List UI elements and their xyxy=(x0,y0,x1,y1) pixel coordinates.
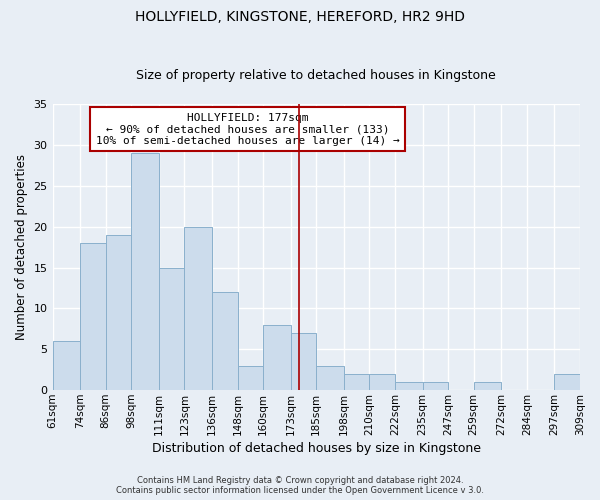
Bar xyxy=(159,268,184,390)
Bar xyxy=(184,226,212,390)
Bar xyxy=(395,382,422,390)
Text: HOLLYFIELD, KINGSTONE, HEREFORD, HR2 9HD: HOLLYFIELD, KINGSTONE, HEREFORD, HR2 9HD xyxy=(135,10,465,24)
Bar xyxy=(422,382,448,390)
Bar xyxy=(131,153,159,390)
Bar xyxy=(473,382,502,390)
X-axis label: Distribution of detached houses by size in Kingstone: Distribution of detached houses by size … xyxy=(152,442,481,455)
Bar xyxy=(263,324,291,390)
Text: HOLLYFIELD: 177sqm
← 90% of detached houses are smaller (133)
10% of semi-detach: HOLLYFIELD: 177sqm ← 90% of detached hou… xyxy=(96,112,400,146)
Title: Size of property relative to detached houses in Kingstone: Size of property relative to detached ho… xyxy=(136,69,496,82)
Bar xyxy=(212,292,238,390)
Bar xyxy=(53,341,80,390)
Bar xyxy=(106,235,131,390)
Bar xyxy=(370,374,395,390)
Bar xyxy=(80,243,106,390)
Bar xyxy=(554,374,580,390)
Bar xyxy=(238,366,263,390)
Y-axis label: Number of detached properties: Number of detached properties xyxy=(15,154,28,340)
Bar xyxy=(344,374,370,390)
Bar xyxy=(316,366,344,390)
Bar xyxy=(291,333,316,390)
Text: Contains HM Land Registry data © Crown copyright and database right 2024.
Contai: Contains HM Land Registry data © Crown c… xyxy=(116,476,484,495)
